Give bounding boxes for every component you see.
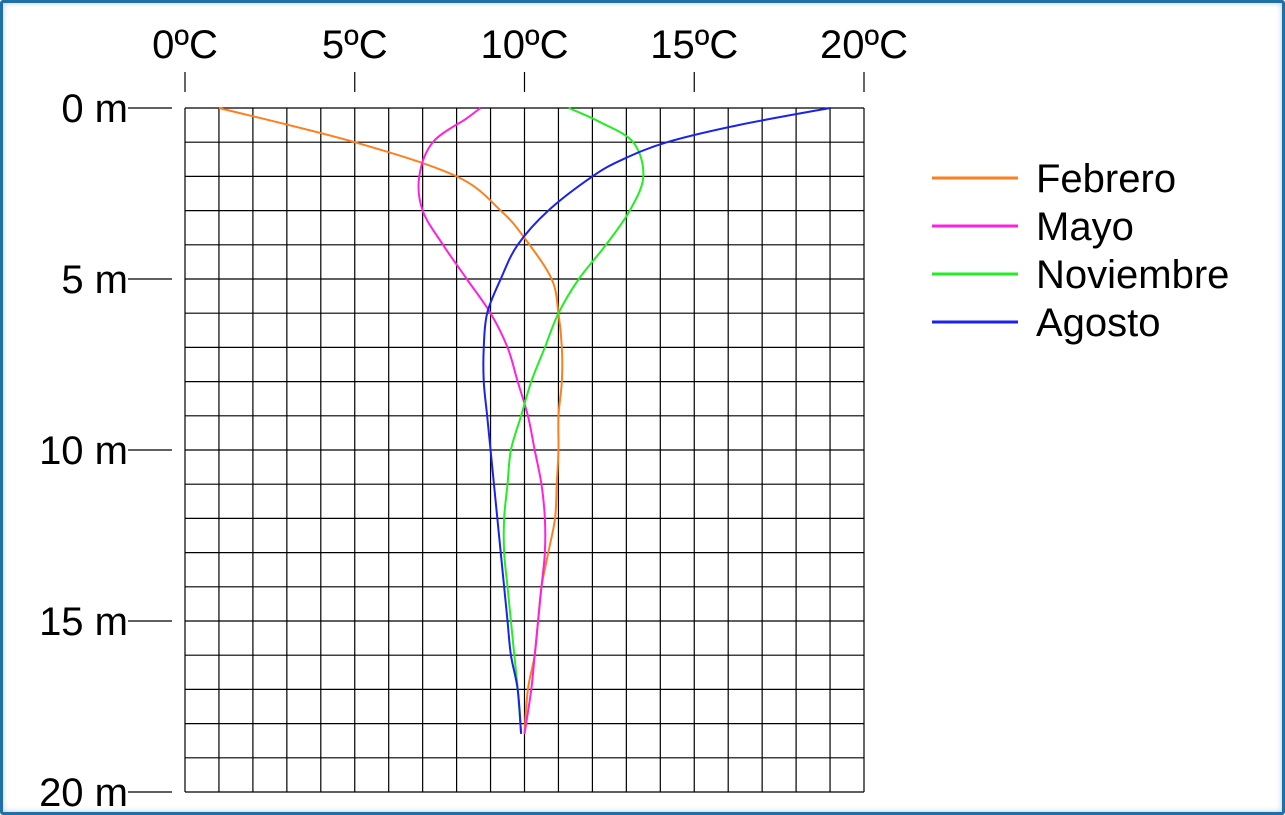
series-line-agosto: [482, 107, 831, 734]
legend-label-noviembre: Noviembre: [1036, 253, 1229, 297]
series-line-mayo: [417, 107, 547, 735]
x-tick-label: 10ºC: [481, 23, 569, 67]
y-tick-label: 0 m: [61, 87, 128, 131]
y-tick-label: 5 m: [61, 258, 128, 302]
y-tick-label: 10 m: [39, 429, 128, 473]
series-line-febrero: [218, 107, 564, 734]
x-tick-label: 5ºC: [322, 23, 388, 67]
legend-label-agosto: Agosto: [1036, 301, 1161, 345]
grid: [184, 107, 865, 793]
legend-label-febrero: Febrero: [1036, 157, 1176, 201]
x-tick-label: 20ºC: [820, 23, 908, 67]
x-tick-label: 0ºC: [152, 23, 218, 67]
y-tick-label: 20 m: [39, 771, 128, 815]
x-tick-label: 15ºC: [650, 23, 738, 67]
legend-label-mayo: Mayo: [1036, 205, 1134, 249]
y-tick-label: 15 m: [39, 600, 128, 644]
series-line-noviembre: [502, 107, 645, 734]
